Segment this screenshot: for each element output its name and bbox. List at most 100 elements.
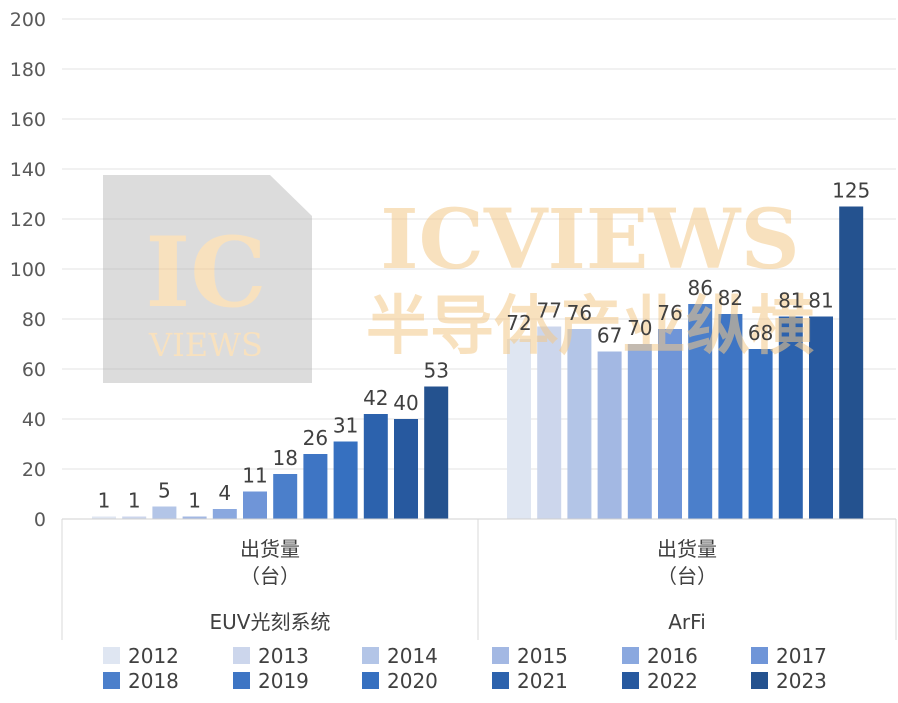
legend-swatch xyxy=(362,647,379,664)
legend-label: 2021 xyxy=(517,669,568,693)
bar xyxy=(333,441,358,519)
y-tick-label: 100 xyxy=(10,259,46,281)
bar xyxy=(92,516,116,519)
legend: 2012 2013 2014 2015 2016 2017 2018 2019 2020 2021… xyxy=(103,644,827,693)
data-label: 81 xyxy=(778,289,803,313)
legend-swatch xyxy=(103,672,120,689)
data-label: 70 xyxy=(627,316,652,340)
legend-label: 2022 xyxy=(647,669,698,693)
watermark-logo-box xyxy=(103,175,312,383)
bar xyxy=(627,344,652,519)
data-label: 5 xyxy=(158,479,171,503)
legend-swatch xyxy=(103,647,120,664)
watermark-title: ICVIEWS xyxy=(380,192,799,288)
legend-swatch xyxy=(751,647,768,664)
watermark-logo-views: VIEWS xyxy=(148,326,263,364)
x-unit-label: （台） xyxy=(240,564,300,588)
bar xyxy=(303,454,328,519)
legend-label: 2017 xyxy=(776,644,827,668)
bar xyxy=(778,316,803,519)
data-label: 53 xyxy=(423,359,448,383)
data-label: 125 xyxy=(832,179,870,203)
bar xyxy=(537,326,562,519)
data-label: 68 xyxy=(748,321,773,345)
y-tick-label: 0 xyxy=(34,509,46,531)
bar xyxy=(243,491,267,519)
legend-swatch xyxy=(233,647,250,664)
bar xyxy=(658,329,682,519)
legend-swatch xyxy=(492,672,509,689)
bar xyxy=(839,206,864,519)
bar xyxy=(212,509,237,519)
data-label: 31 xyxy=(333,414,358,438)
bar xyxy=(688,304,713,519)
x-category-label: 出货量 xyxy=(240,537,300,561)
bar xyxy=(424,386,449,519)
bar xyxy=(718,314,743,519)
data-label: 26 xyxy=(303,426,328,450)
watermark: IC VIEWS ICVIEWS 半导体产业纵横 xyxy=(103,175,814,383)
data-label: 86 xyxy=(687,276,712,300)
legend-label: 2012 xyxy=(128,644,179,668)
legend-swatch xyxy=(492,647,509,664)
legend-label: 2014 xyxy=(387,644,438,668)
y-tick-label: 60 xyxy=(22,359,46,381)
data-label: 82 xyxy=(718,286,743,310)
y-axis: 0 20 40 60 80 100 120 140 160 180 200 xyxy=(10,9,46,531)
bar xyxy=(394,419,418,519)
grid-lines xyxy=(62,18,896,470)
x-group-label: EUV光刻系统 xyxy=(210,610,331,634)
bars xyxy=(92,206,864,519)
legend-swatch xyxy=(622,647,639,664)
legend-swatch xyxy=(622,672,639,689)
data-label: 72 xyxy=(506,311,531,335)
data-label: 76 xyxy=(657,301,682,325)
legend-label: 2013 xyxy=(258,644,309,668)
legend-label: 2023 xyxy=(776,669,827,693)
data-label: 81 xyxy=(808,289,833,313)
legend-label: 2016 xyxy=(647,644,698,668)
x-category-label: 出货量 xyxy=(657,537,717,561)
data-label: 77 xyxy=(536,299,561,323)
data-label: 11 xyxy=(242,464,267,488)
bar xyxy=(748,349,773,519)
legend-label: 2019 xyxy=(258,669,309,693)
y-tick-label: 180 xyxy=(10,59,46,81)
y-tick-label: 20 xyxy=(22,459,46,481)
y-tick-label: 200 xyxy=(10,9,46,31)
y-tick-label: 80 xyxy=(22,309,46,331)
bar xyxy=(152,506,177,519)
legend-label: 2020 xyxy=(387,669,438,693)
x-group-label: ArFi xyxy=(668,610,706,634)
bar xyxy=(122,516,147,519)
data-label: 4 xyxy=(218,481,231,505)
bar xyxy=(363,414,388,519)
legend-label: 2018 xyxy=(128,669,179,693)
data-label: 40 xyxy=(393,391,418,415)
legend-swatch xyxy=(362,672,379,689)
y-tick-label: 40 xyxy=(22,409,46,431)
data-label: 1 xyxy=(188,489,201,513)
x-unit-label: （台） xyxy=(657,564,717,588)
data-label: 67 xyxy=(597,324,622,348)
bar xyxy=(809,316,833,519)
bar xyxy=(567,329,592,519)
bar xyxy=(507,339,531,519)
watermark-logo-ic: IC xyxy=(145,216,266,329)
bar xyxy=(597,351,622,519)
data-label: 1 xyxy=(98,489,111,513)
data-label: 76 xyxy=(567,301,592,325)
bar xyxy=(182,516,207,519)
legend-swatch xyxy=(233,672,250,689)
y-tick-label: 120 xyxy=(10,209,46,231)
y-tick-label: 140 xyxy=(10,159,46,181)
bar xyxy=(273,474,298,519)
data-label: 42 xyxy=(363,386,388,410)
legend-swatch xyxy=(751,672,768,689)
legend-label: 2015 xyxy=(517,644,568,668)
watermark-subtitle: 半导体产业纵横 xyxy=(366,290,814,364)
